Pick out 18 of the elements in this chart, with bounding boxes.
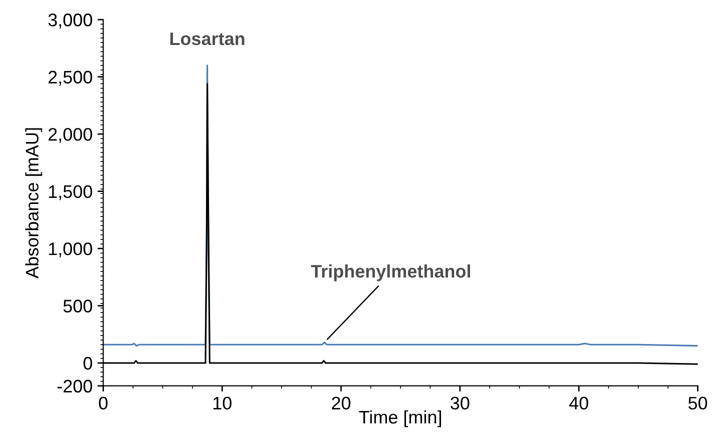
annotation: Triphenylmethanol	[311, 264, 470, 282]
x-tick-label: 20	[332, 396, 350, 410]
x-tick-label: 40	[569, 396, 588, 410]
y-tick-label: 1,500	[49, 185, 92, 200]
x-axis-title: Time [min]	[359, 410, 442, 428]
x-tick-label: 0	[98, 396, 108, 410]
y-tick-label: 2,000	[48, 128, 92, 143]
x-tick-label: 30	[450, 396, 470, 410]
y-tick-label: 500	[63, 300, 92, 312]
y-tick-label: 1,000	[49, 242, 92, 258]
y-axis-title: Absorbance [mAU]	[25, 128, 42, 278]
y-tick-label: 2,500	[48, 70, 92, 86]
y-tick-label: 0	[83, 356, 92, 370]
y-tick-label: 3,000	[48, 14, 92, 28]
x-tick-label: 50	[688, 396, 708, 410]
x-tick-label: 10	[213, 396, 232, 410]
y-tick-label: -200	[57, 380, 92, 393]
annotation: Losartan	[170, 32, 244, 46]
